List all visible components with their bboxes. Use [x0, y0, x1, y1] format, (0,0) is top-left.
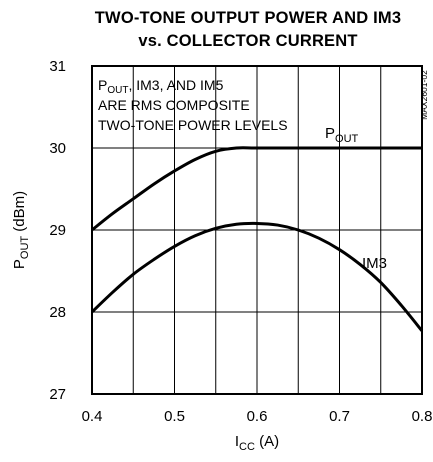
y-axis-label: POUT (dBm) [11, 191, 31, 269]
y-tick-labels: 27 28 29 30 31 [49, 58, 66, 403]
x-axis-label: ICC (A) [235, 433, 279, 453]
x-tick-label: 0.4 [82, 408, 103, 425]
series-layer [90, 146, 424, 332]
y-tick-label: 28 [49, 304, 66, 321]
y-tick-label: 30 [49, 140, 66, 157]
annotation-line1: POUT, IM3, AND IM5 [98, 77, 224, 96]
annotation-line3: TWO-TONE POWER LEVELS [98, 117, 288, 133]
series-label-im3: IM3 [362, 255, 387, 272]
series-line-pout [91, 146, 422, 232]
x-tick-label: 0.5 [164, 408, 185, 425]
grid [92, 66, 422, 394]
x-tick-label: 0.8 [412, 408, 433, 425]
chart-title-line2: vs. COLLECTOR CURRENT [138, 32, 357, 50]
x-tick-label: 0.6 [247, 408, 268, 425]
chart-title-line1: TWO-TONE OUTPUT POWER AND IM3 [95, 9, 401, 27]
annotation-line2: ARE RMS COMPOSITE [98, 97, 250, 113]
y-tick-label: 31 [49, 58, 66, 75]
x-tick-label: 0.7 [329, 408, 350, 425]
x-tick-labels: 0.4 0.5 0.6 0.7 0.8 [82, 408, 433, 425]
side-label: MAX2601-02 [419, 70, 429, 120]
series-label-pout: POUT [325, 125, 359, 145]
y-tick-label: 27 [49, 386, 66, 403]
series-line-im3 [90, 221, 424, 332]
y-tick-label: 29 [49, 222, 66, 239]
